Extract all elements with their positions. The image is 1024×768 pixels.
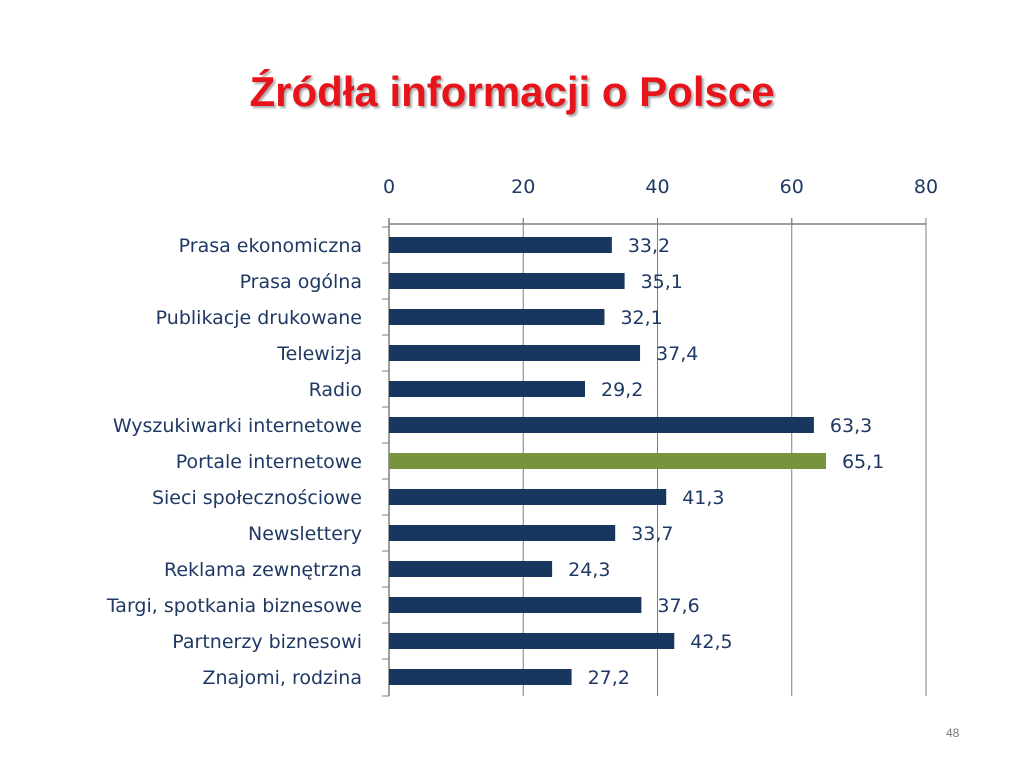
bar: [389, 561, 553, 577]
x-tick-label: 20: [511, 176, 535, 198]
value-label: 37,4: [656, 343, 698, 365]
category-label: Partnerzy biznesowi: [172, 631, 362, 653]
category-label: Portale internetowe: [176, 451, 362, 473]
value-label: 33,2: [628, 235, 670, 257]
value-label: 65,1: [842, 451, 884, 473]
category-label: Prasa ogólna: [240, 271, 362, 293]
value-label: 41,3: [682, 487, 724, 509]
category-label: Prasa ekonomiczna: [179, 235, 362, 257]
page-number: 48: [946, 726, 960, 740]
x-tick-label: 0: [383, 176, 395, 198]
bar: [389, 669, 572, 685]
bar: [389, 525, 616, 541]
x-tick-label: 80: [914, 176, 938, 198]
category-label: Targi, spotkania biznesowe: [106, 595, 362, 617]
x-tick-label: 40: [645, 176, 669, 198]
category-label: Publikacje drukowane: [156, 307, 362, 329]
value-label: 32,1: [620, 307, 662, 329]
bar: [389, 453, 826, 469]
value-label: 37,6: [657, 595, 699, 617]
value-label: 42,5: [690, 631, 732, 653]
category-label: Radio: [309, 379, 362, 401]
bar: [389, 237, 612, 253]
slide-title: Źródła informacji o Polsce: [249, 68, 775, 115]
value-label: 27,2: [588, 667, 630, 689]
bar: [389, 597, 642, 613]
bar: [389, 417, 814, 433]
bar: [389, 345, 641, 361]
bar: [389, 489, 667, 505]
bar: [389, 633, 675, 649]
value-label: 35,1: [641, 271, 683, 293]
value-label: 29,2: [601, 379, 643, 401]
category-label: Wyszukiwarki internetowe: [113, 415, 362, 437]
category-label: Reklama zewnętrzna: [164, 559, 362, 581]
value-label: 33,7: [631, 523, 673, 545]
bar: [389, 381, 586, 397]
value-label: 24,3: [568, 559, 610, 581]
category-label: Sieci społecznościowe: [152, 487, 362, 509]
x-tick-label: 60: [780, 176, 804, 198]
bar: [389, 309, 605, 325]
category-label: Znajomi, rodzina: [203, 667, 363, 689]
category-label: Telewizja: [276, 343, 362, 365]
category-label: Newslettery: [248, 523, 362, 545]
bar: [389, 273, 625, 289]
value-label: 63,3: [830, 415, 872, 437]
